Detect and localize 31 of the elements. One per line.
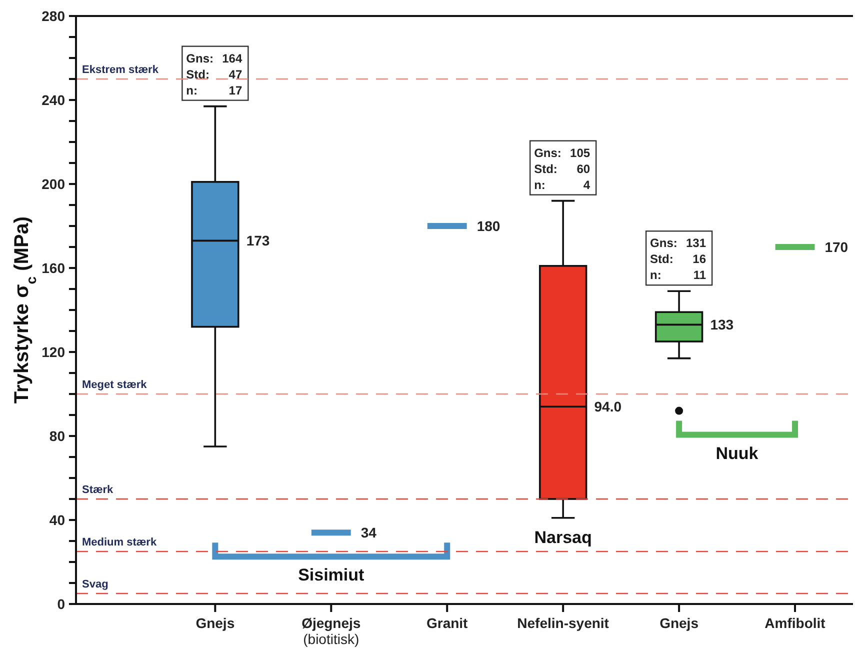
- ref-line-label: Meget stærk: [82, 379, 148, 391]
- annotation: Narsaq: [534, 528, 592, 547]
- text: 170: [824, 239, 848, 255]
- text: 173: [246, 232, 270, 249]
- annotation: Nuuk: [716, 444, 759, 463]
- y-tick-label: 160: [42, 260, 66, 276]
- text: 133: [710, 316, 734, 333]
- x-tick-label: Gnejs: [196, 615, 235, 631]
- text: Gns: 164 Std: 47 n: 17: [186, 51, 242, 98]
- annotation: Sisimiut: [298, 566, 365, 585]
- ref-line-label: Medium stærk: [82, 536, 158, 548]
- y-tick-label: 120: [42, 344, 66, 360]
- text: 34: [360, 524, 376, 541]
- x-tick-label: Gnejs: [660, 615, 699, 631]
- y-tick-label: 200: [42, 176, 66, 192]
- x-tick-label: Granit: [426, 615, 468, 631]
- y-tick-label: 40: [49, 512, 66, 528]
- y-tick-label: 80: [49, 428, 66, 444]
- x-tick-label: Øjegnejs (biotitisk): [302, 615, 361, 647]
- ref-line-label: Svag: [82, 578, 108, 590]
- y-tick-label: 0: [57, 596, 66, 612]
- y-tick-label: 280: [42, 8, 66, 24]
- text: Gns: 131 Std: 16 n: 11: [650, 236, 706, 282]
- x-tick-label: Nefelin-syenit: [517, 615, 610, 631]
- text: 94.0: [594, 398, 622, 415]
- ref-line-label: Stærk: [82, 484, 114, 496]
- ref-line-label: Ekstrem stærk: [82, 64, 160, 76]
- text: 180: [476, 218, 500, 234]
- x-tick-label: Amfibolit: [764, 615, 826, 631]
- text: Gns: 105 Std: 60 n: 4: [534, 146, 590, 192]
- y-tick-label: 240: [42, 92, 66, 108]
